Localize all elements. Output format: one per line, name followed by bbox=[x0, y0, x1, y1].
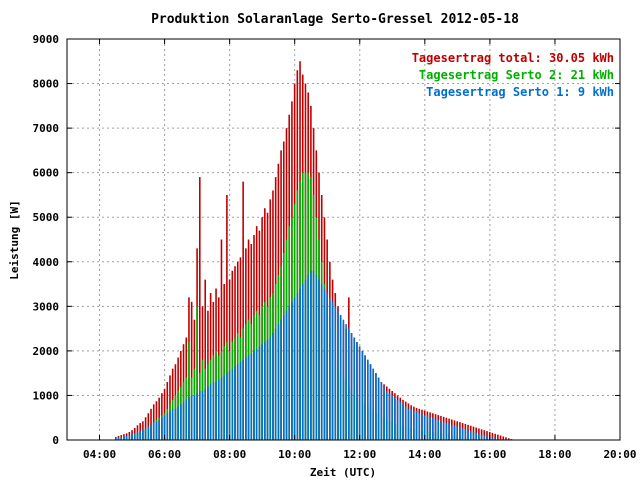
legend-entry-serto1: Tagesertrag Serto 1: 9 kWh bbox=[426, 85, 614, 99]
y-axis-label: Leistung [W] bbox=[8, 200, 21, 279]
y-tick-label: 9000 bbox=[33, 33, 60, 46]
y-tick-label: 1000 bbox=[33, 389, 60, 402]
x-axis-ticks: 04:00 06:00 08:00 10:00 12:00 14:00 16:00 18:00… bbox=[83, 39, 637, 461]
y-tick-label: 5000 bbox=[33, 211, 60, 224]
y-tick-label: 8000 bbox=[33, 78, 60, 91]
legend: Tagesertrag total: 30.05 kWh Tagesertrag … bbox=[412, 51, 614, 99]
y-tick-label: 2000 bbox=[33, 345, 60, 358]
x-tick-label: 04:00 bbox=[83, 448, 116, 461]
legend-entry-total: Tagesertrag total: 30.05 kWh bbox=[412, 51, 614, 65]
plot-frame bbox=[66, 38, 621, 441]
x-tick-label: 12:00 bbox=[343, 448, 376, 461]
y-tick-label: 0 bbox=[52, 434, 59, 447]
y-tick-label: 7000 bbox=[33, 122, 60, 135]
y-tick-label: 6000 bbox=[33, 167, 60, 180]
x-tick-label: 08:00 bbox=[213, 448, 246, 461]
legend-entry-serto2: Tagesertrag Serto 2: 21 kWh bbox=[419, 68, 614, 82]
x-tick-label: 10:00 bbox=[278, 448, 311, 461]
y-axis-ticks: 0 1000 2000 3000 4000 5000 6000 7000 8000 9000 bbox=[33, 33, 620, 447]
y-tick-label: 3000 bbox=[33, 300, 60, 313]
bars bbox=[114, 61, 518, 440]
chart-title: Produktion Solaranlage Serto-Gressel 201… bbox=[151, 12, 519, 27]
x-tick-label: 16:00 bbox=[473, 448, 506, 461]
x-tick-label: 18:00 bbox=[538, 448, 571, 461]
x-tick-label: 20:00 bbox=[603, 448, 636, 461]
x-tick-label: 14:00 bbox=[408, 448, 441, 461]
x-tick-label: 06:00 bbox=[148, 448, 181, 461]
x-axis-label: Zeit (UTC) bbox=[310, 466, 376, 479]
grid-lines bbox=[67, 39, 620, 440]
y-tick-label: 4000 bbox=[33, 256, 60, 269]
